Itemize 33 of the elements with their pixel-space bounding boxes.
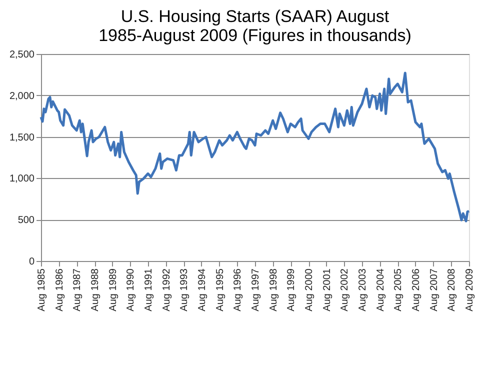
y-tick-label: 500 [18, 215, 35, 226]
x-tick-label: Aug 1987 [72, 268, 84, 312]
y-tick-label: 1,500 [9, 132, 35, 144]
x-tick-label: Aug 2007 [428, 268, 440, 312]
x-tick-label: Aug 1989 [108, 268, 119, 312]
chart-title: U.S. Housing Starts (SAAR) August 1985-August 2009 (Figures in thousands) [98, 7, 412, 45]
x-tick-label: Aug 2006 [410, 268, 422, 312]
x-tick-label: Aug 1992 [161, 268, 172, 312]
x-tick-label: Aug 2004 [375, 268, 386, 312]
x-tick-label: Aug 2003 [357, 268, 368, 312]
x-tick-label: Aug 1986 [54, 268, 66, 312]
line-series [40, 72, 470, 222]
y-tick-label: 1,000 [9, 174, 35, 185]
x-tick-label: Aug 2002 [340, 268, 351, 312]
x-tick-label: Aug 1995 [214, 268, 226, 312]
x-tick-label: Aug 2001 [322, 268, 333, 312]
x-tick-label: Aug 2005 [393, 268, 404, 312]
x-tick-label: Aug 1991 [143, 268, 154, 312]
x-tick-label: Aug 1997 [250, 268, 262, 312]
x-tick-label: Aug 2008 [446, 268, 458, 312]
x-tick-label: Aug 1993 [179, 268, 190, 312]
x-tick-label: Aug 1994 [196, 268, 208, 312]
x-tick-label: Aug 1998 [268, 268, 280, 312]
x-tick-label: Aug 1999 [286, 268, 298, 312]
y-tick-label: 2,000 [9, 90, 35, 102]
y-tick-label: 2,500 [9, 50, 35, 60]
x-tick-label: Aug 1988 [90, 268, 102, 312]
x-tick-label: Aug 2000 [304, 268, 316, 312]
x-tick-label: Aug 1985 [36, 268, 48, 312]
y-tick-label: 0 [28, 256, 35, 268]
x-tick-label: Aug 1990 [126, 268, 137, 312]
x-tick-label: Aug 1996 [232, 268, 244, 312]
x-tick-label: Aug 2009 [464, 268, 476, 312]
